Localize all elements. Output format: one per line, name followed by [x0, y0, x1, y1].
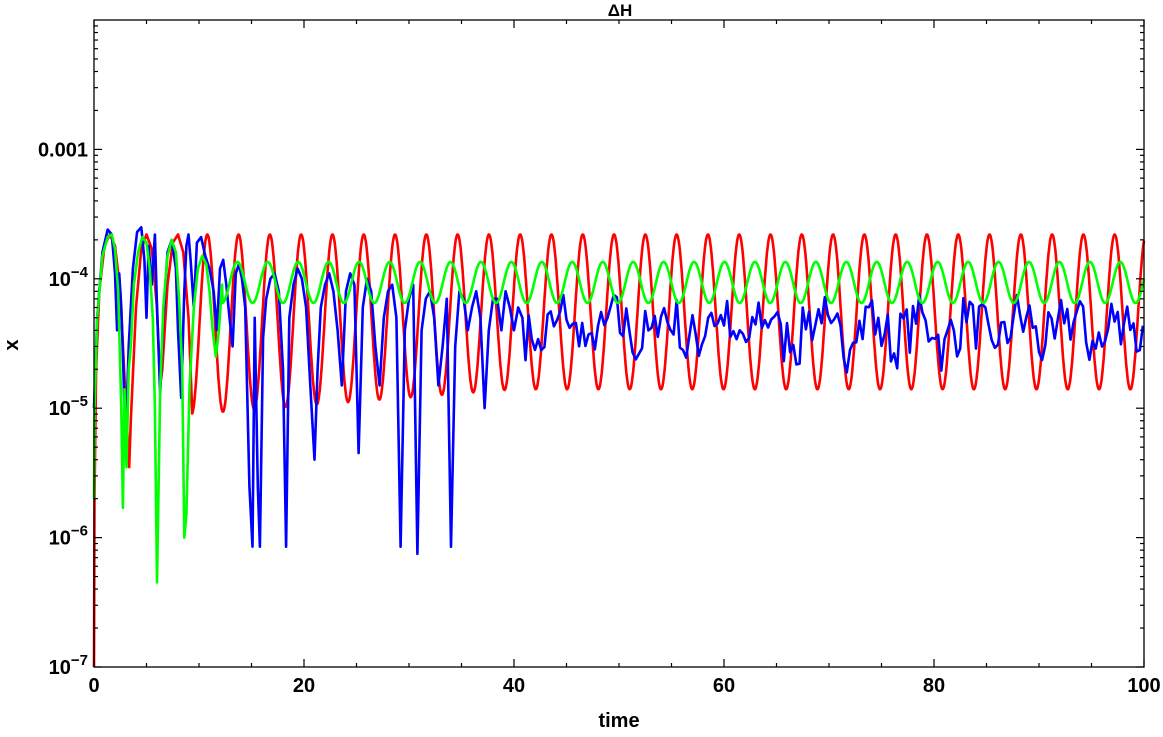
series-line-0 [92, 233, 1146, 668]
y-tick-label: 10−6 [49, 523, 88, 550]
x-tick-labels: 0 20 40 60 80 100 [88, 675, 1160, 697]
x-tick-label: 60 [713, 675, 735, 697]
series-line-2 [92, 233, 1146, 584]
x-tick-label: 100 [1127, 675, 1160, 697]
y-tick-label: 10−4 [49, 264, 89, 291]
x-tick-label: 20 [293, 675, 315, 697]
y-tick-labels: 10−7 10−6 10−5 10−4 0.001 [38, 139, 89, 679]
x-tick-label: 0 [88, 675, 99, 697]
x-axis-label: time [598, 710, 639, 732]
y-tick-label: 10−5 [49, 393, 88, 420]
y-tick-label: 0.001 [38, 139, 88, 161]
chart-title: ΔH [608, 1, 633, 20]
x-tick-label: 40 [503, 675, 525, 697]
series-layer [92, 226, 1146, 668]
plot-area [92, 19, 1146, 668]
y-axis-label: x [1, 339, 23, 350]
tick-layer [93, 20, 1145, 668]
series-line-1 [92, 226, 1145, 556]
plot-frame [93, 19, 1145, 668]
x-tick-label: 80 [923, 675, 945, 697]
y-tick-label: 10−7 [49, 652, 88, 679]
